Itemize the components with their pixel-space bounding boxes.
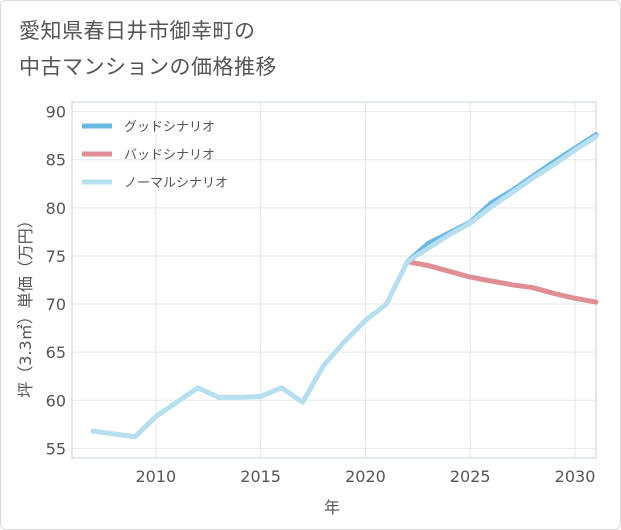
y-tick-label: 60 — [46, 391, 66, 410]
series-line-1 — [404, 259, 599, 305]
series-lines — [90, 132, 599, 440]
legend-label-2: ノーマルシナリオ — [124, 176, 228, 191]
x-axis-title: 年 — [324, 498, 340, 517]
y-tick-label: 70 — [46, 295, 66, 314]
axes — [71, 101, 597, 459]
series-line-2 — [90, 134, 599, 440]
x-tick-label: 2020 — [345, 467, 386, 486]
y-tick-label: 85 — [46, 151, 66, 170]
plot-frame — [71, 101, 597, 459]
y-axis-title: 坪（3.3㎡）単価（万円） — [16, 212, 35, 397]
legend-label-0: グッドシナリオ — [124, 120, 215, 135]
x-tick-label: 2015 — [240, 467, 281, 486]
chart-title: 愛知県春日井市御幸町の 中古マンションの価格推移 — [19, 13, 277, 85]
y-tick-label: 90 — [46, 103, 66, 122]
y-tick-label: 80 — [46, 199, 66, 218]
legend-label-1: バッドシナリオ — [124, 148, 215, 163]
tick-labels: 55 60 65 70 75 80 85 90 2010 2015 2020 2025 2030 — [46, 103, 596, 486]
x-tick-label: 2030 — [555, 467, 596, 486]
x-tick-label: 2025 — [450, 467, 491, 486]
chart-title-line-1: 愛知県春日井市御幸町の — [19, 19, 256, 43]
y-tick-label: 65 — [46, 343, 66, 362]
x-tick-label: 2010 — [135, 467, 176, 486]
chart-title-line-2: 中古マンションの価格推移 — [19, 55, 277, 79]
y-tick-label: 75 — [46, 247, 66, 266]
y-tick-label: 55 — [46, 439, 66, 458]
